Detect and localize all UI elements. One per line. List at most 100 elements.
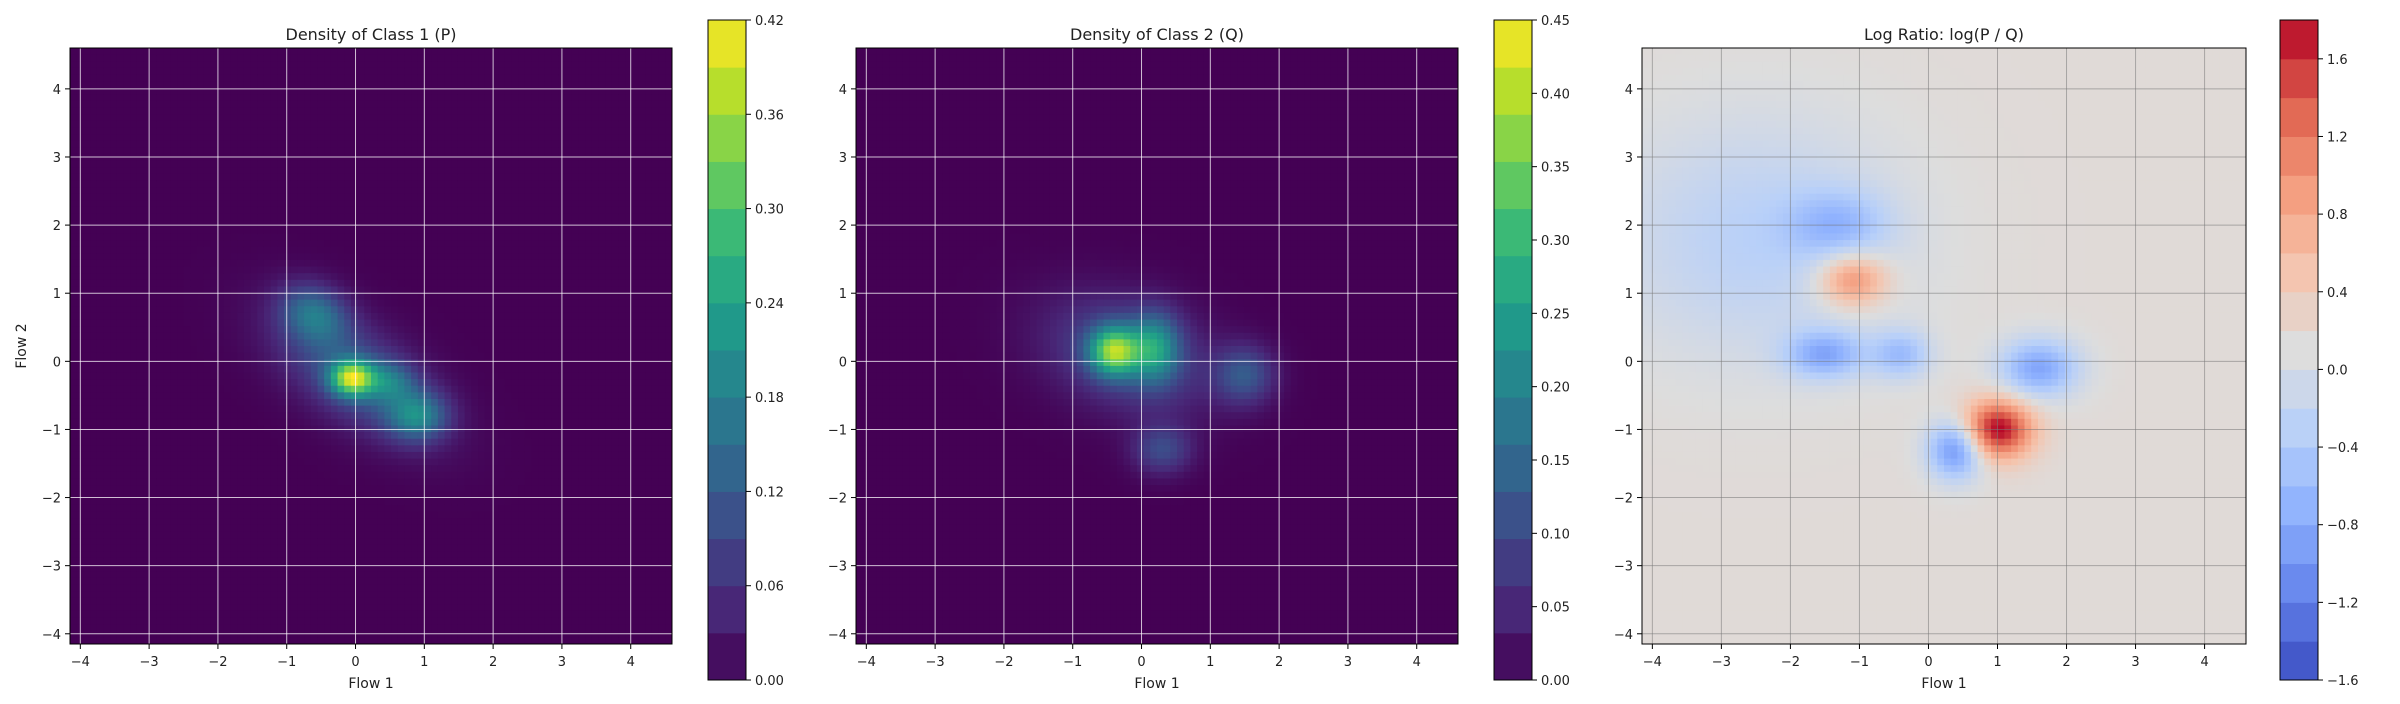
heat-cell [223, 293, 232, 301]
heat-cell [344, 584, 352, 592]
heat-cell [263, 617, 272, 625]
heat-cell [116, 114, 125, 122]
heat-cell [237, 240, 245, 248]
heat-cell [143, 193, 151, 201]
heat-cell [143, 610, 151, 619]
heat-cell [197, 438, 205, 446]
heat-cell [210, 445, 218, 453]
heat-cell [156, 571, 165, 579]
heat-cell [110, 339, 118, 347]
heat-cell [404, 279, 412, 287]
heat-cell [110, 67, 118, 76]
heat-cell [324, 359, 332, 367]
heat-cell [237, 193, 245, 201]
heat-cell [310, 637, 319, 644]
heat-cell [116, 61, 125, 69]
heat-cell [344, 379, 352, 387]
heat-cell [156, 147, 165, 155]
heat-cell [297, 584, 305, 592]
heat-cell [183, 392, 191, 400]
heat-cell [210, 398, 218, 407]
heat-cell [223, 438, 232, 446]
heat-cell [297, 591, 305, 599]
heat-cell [257, 120, 265, 129]
heat-cell [177, 220, 185, 228]
heat-cell [90, 87, 98, 95]
heat-cell [243, 365, 252, 374]
heat-cell [357, 584, 365, 592]
heat-cell [304, 120, 312, 129]
heat-cell [243, 544, 252, 552]
heat-cell [170, 259, 178, 268]
heat-cell [417, 445, 426, 453]
heat-cell [384, 273, 392, 281]
heat-cell [96, 511, 105, 519]
heat-cell [310, 107, 319, 115]
heat-cell [190, 134, 198, 142]
heat-cell [130, 365, 138, 374]
heat-cell [324, 531, 332, 539]
heat-cell [417, 412, 426, 420]
heat-cell [270, 531, 278, 539]
heat-cell [230, 213, 238, 221]
heat-cell [277, 604, 285, 612]
heat-cell [177, 87, 185, 95]
heat-cell [83, 100, 91, 109]
heat-cell [404, 213, 412, 221]
heat-cell [237, 465, 245, 473]
heat-cell [110, 206, 118, 215]
heat-cell [110, 54, 118, 62]
heat-cell [424, 405, 432, 413]
heat-cell [70, 94, 78, 102]
heat-cell [431, 187, 439, 195]
heat-cell [284, 624, 292, 632]
heat-cell [257, 286, 265, 294]
heat-cell [223, 405, 232, 413]
heat-cell [83, 398, 91, 407]
heat-cell [424, 564, 432, 572]
heat-cell [290, 392, 299, 400]
heat-cell [277, 432, 285, 440]
heat-cell [163, 458, 171, 466]
heat-cell [337, 286, 345, 294]
heat-cell [330, 187, 339, 195]
heat-cell [324, 226, 332, 235]
heat-cell [156, 312, 165, 321]
heat-cell [384, 359, 392, 367]
heat-cell [123, 61, 131, 69]
heat-cell [384, 398, 392, 407]
heat-cell [257, 226, 265, 235]
heat-cell [350, 332, 359, 340]
heat-cell [357, 577, 365, 585]
heat-cell [324, 385, 332, 393]
heat-cell [136, 438, 145, 446]
heat-cell [310, 498, 319, 506]
heat-cell [404, 87, 412, 95]
heat-cell [217, 551, 225, 559]
heat-cell [70, 518, 78, 526]
heat-cell [177, 465, 185, 473]
heat-cell [257, 445, 265, 453]
heat-cell [70, 531, 78, 539]
heat-cell [163, 127, 171, 135]
heat-cell [197, 81, 205, 89]
heat-cell [397, 557, 406, 566]
heat-cell [223, 266, 232, 274]
heat-cell [110, 451, 118, 460]
heat-cell [217, 220, 225, 228]
heat-cell [170, 240, 178, 248]
heat-cell [297, 498, 305, 506]
heat-cell [83, 206, 91, 215]
heat-cell [130, 246, 138, 254]
heat-cell [223, 259, 232, 268]
heat-cell [90, 100, 98, 109]
heat-cell [70, 597, 78, 605]
heat-cell [203, 293, 212, 301]
heat-cell [257, 564, 265, 572]
heat-cell [150, 114, 158, 122]
heat-cell [297, 279, 305, 287]
heat-cell [223, 200, 232, 208]
heat-cell [357, 140, 365, 148]
heat-cell [250, 610, 258, 619]
heat-cell [371, 299, 379, 307]
